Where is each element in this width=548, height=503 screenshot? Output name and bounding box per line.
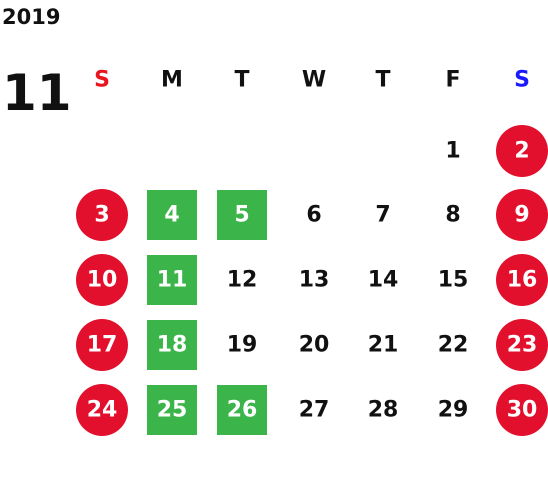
day-number: 14 — [368, 268, 399, 293]
day-number: 19 — [227, 333, 258, 358]
day-number: 30 — [507, 398, 538, 423]
year: 2019 — [2, 5, 60, 29]
day-number: 26 — [227, 398, 258, 423]
weekday-label: W — [302, 68, 326, 93]
weekday-label: F — [445, 68, 460, 93]
holiday-circle — [496, 125, 548, 177]
day-number: 27 — [299, 398, 330, 423]
highlight-square — [217, 190, 267, 240]
day-number: 13 — [299, 268, 330, 293]
day-number: 2 — [514, 139, 529, 164]
day-number: 21 — [368, 333, 399, 358]
day-number: 18 — [157, 333, 188, 358]
day-number: 10 — [87, 268, 118, 293]
day-number: 11 — [157, 268, 188, 293]
highlight-square — [147, 190, 197, 240]
highlight-square — [147, 385, 197, 435]
day-number: 1 — [445, 139, 460, 164]
weekday-label: M — [161, 68, 183, 93]
highlight-square — [147, 320, 197, 370]
day-number: 17 — [87, 333, 118, 358]
holiday-circle — [76, 189, 128, 241]
holiday-circle — [76, 384, 128, 436]
day-number: 6 — [306, 203, 321, 228]
weekday-label: S — [514, 68, 530, 93]
day-number: 9 — [514, 203, 529, 228]
day-number: 7 — [375, 203, 390, 228]
day-number: 24 — [87, 398, 118, 423]
holiday-circle — [76, 319, 128, 371]
day-number: 25 — [157, 398, 188, 423]
month: 11 — [2, 64, 72, 122]
holiday-circle — [496, 254, 548, 306]
day-number: 29 — [438, 398, 469, 423]
day-number: 3 — [94, 203, 109, 228]
weekday-label: T — [375, 68, 390, 93]
day-number: 12 — [227, 268, 258, 293]
day-number: 20 — [299, 333, 330, 358]
day-number: 8 — [445, 203, 460, 228]
day-number: 5 — [234, 203, 249, 228]
holiday-circle — [496, 384, 548, 436]
weekday-label: T — [234, 68, 249, 93]
weekday-label: S — [94, 68, 110, 93]
holiday-circle — [496, 319, 548, 371]
highlight-square — [217, 385, 267, 435]
day-number: 22 — [438, 333, 469, 358]
holiday-circle — [76, 254, 128, 306]
day-number: 15 — [438, 268, 469, 293]
day-number: 23 — [507, 333, 538, 358]
day-number: 4 — [164, 203, 179, 228]
holiday-circle — [496, 189, 548, 241]
day-number: 16 — [507, 268, 538, 293]
highlight-square — [147, 255, 197, 305]
day-number: 28 — [368, 398, 399, 423]
